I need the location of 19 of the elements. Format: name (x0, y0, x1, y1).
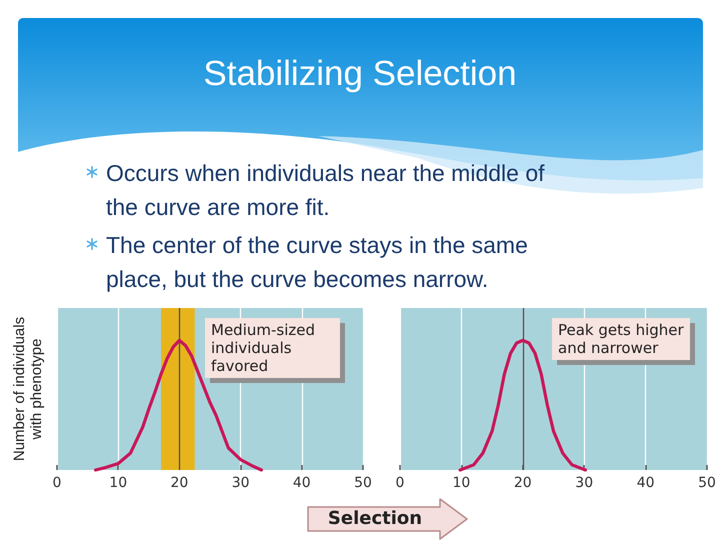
x-tick-label: 40 (636, 475, 655, 491)
x-tick-label: 10 (452, 475, 470, 491)
x-tick-label: 50 (698, 475, 716, 491)
annotation: Medium-sized individuals favored (205, 318, 340, 378)
x-tick-label: 0 (52, 475, 62, 491)
x-tick-label: 30 (575, 475, 594, 491)
x-tick-label: 0 (396, 475, 404, 491)
x-tick-label: 20 (514, 475, 532, 491)
annotation: Peak gets higher and narrower (552, 318, 690, 360)
text: Stabilizing Selection (203, 54, 517, 93)
x-tick-label: 30 (232, 475, 250, 491)
y-axis-title: Number of individuals with phenotype (11, 316, 45, 464)
x-tick-label: 40 (292, 475, 311, 491)
x-tick-label: 10 (109, 475, 128, 491)
x-tick-label: 20 (170, 475, 188, 491)
text: Occurs when individuals near the middle of the curve are more fit. (106, 159, 546, 222)
x-tick-label: 50 (354, 475, 372, 491)
text: Selection (326, 507, 424, 531)
text: The center of the curve stays in the same place, but the curve becomes narrow. (106, 231, 529, 294)
